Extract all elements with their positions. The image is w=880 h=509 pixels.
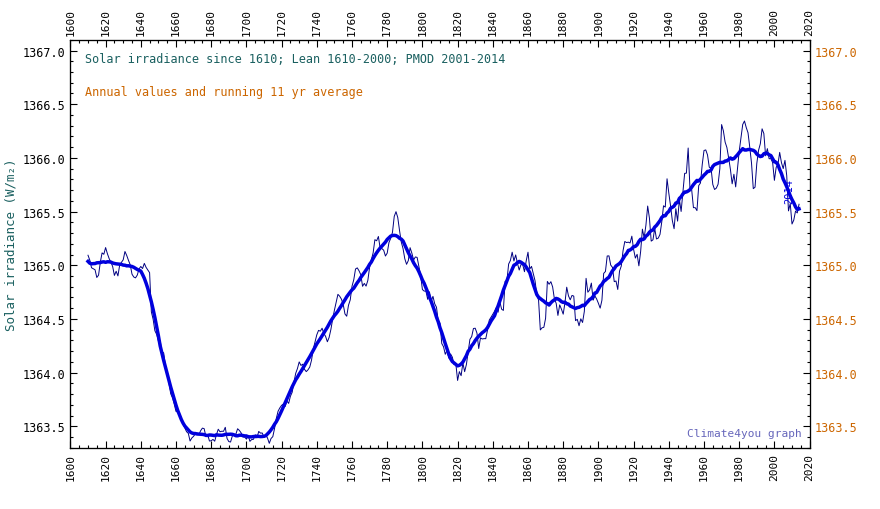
Text: Climate4you graph: Climate4you graph [687, 428, 803, 438]
Text: 2014: 2014 [784, 178, 795, 203]
Text: Solar irradiance since 1610; Lean 1610-2000; PMOD 2001-2014: Solar irradiance since 1610; Lean 1610-2… [85, 53, 505, 66]
Y-axis label: Solar irradiance (W/m₂): Solar irradiance (W/m₂) [4, 158, 18, 330]
Text: Annual values and running 11 yr average: Annual values and running 11 yr average [85, 86, 363, 98]
